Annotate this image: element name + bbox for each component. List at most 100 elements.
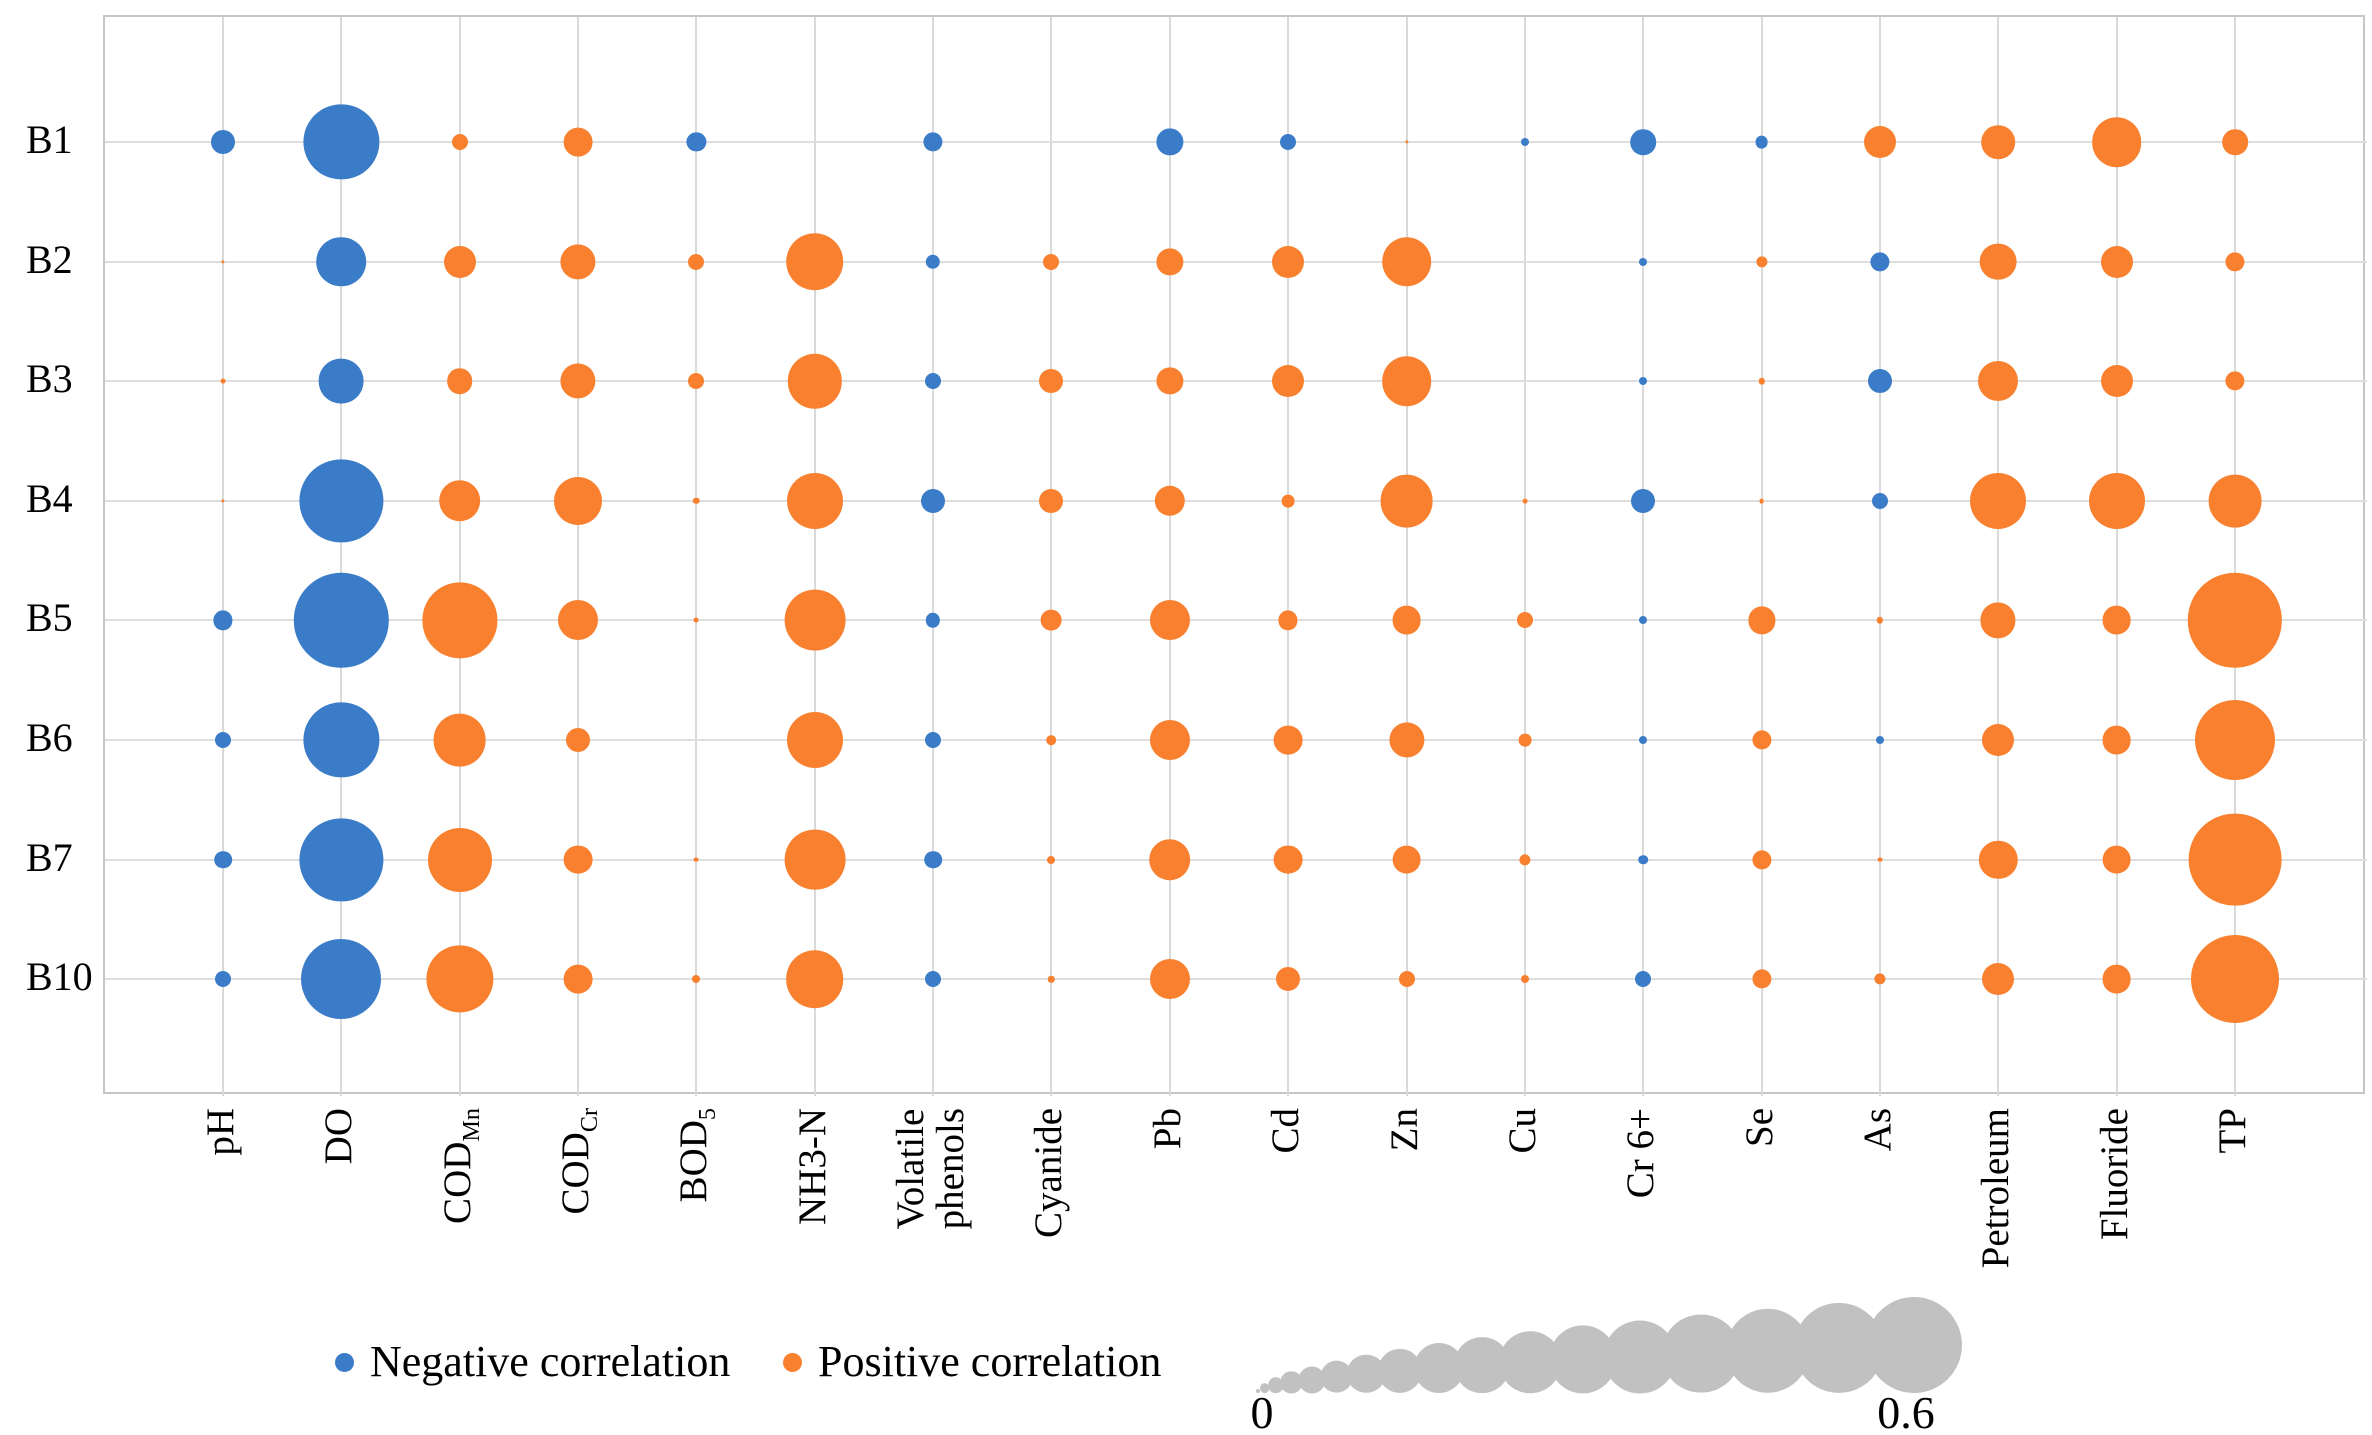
legend-item-negative: Negative correlation [335,1338,730,1386]
correlation-bubble-B3-CODMn [446,368,473,394]
column-label-Fluoride: Fluoride [2092,1108,2136,1241]
correlation-bubble-B6-Cr-6+ [1639,736,1648,744]
correlation-bubble-B2-NH3-N [785,232,844,291]
correlation-bubble-B5-NH3-N [784,589,846,651]
correlation-bubble-B7-Cyanide [1047,855,1056,864]
size-legend-circle [1259,1383,1270,1393]
correlation-bubble-B10-Pb [1149,959,1190,1000]
correlation-bubble-B4-Zn [1380,474,1433,528]
correlation-bubble-B3-Cd [1272,365,1305,398]
correlation-bubble-B5-pH [213,610,233,630]
correlation-bubble-B6-Volatile-phenols [925,732,942,748]
correlation-bubble-B7-Volatile-phenols [924,850,942,869]
size-legend-circle [1280,1371,1302,1393]
correlation-bubble-B2-Pb [1156,248,1184,276]
correlation-bubble-B7-Petroleum [1979,840,2018,879]
correlation-bubble-B10-Cyanide [1048,975,1055,983]
column-label-Cyanide: Cyanide [1027,1108,1071,1238]
row-label-B10: B10 [26,954,93,1000]
column-label-anchor-Cd: Cd [1264,1108,1312,1154]
column-label-Cd: Cd [1264,1108,1308,1154]
horizontal-gridline [105,380,2367,383]
correlation-bubble-B10-Fluoride [2102,964,2131,994]
column-label-CODMn: CODMn [435,1108,485,1224]
correlation-bubble-B10-CODCr [563,964,593,994]
column-label-anchor-Cyanide: Cyanide [1027,1108,1159,1238]
correlation-bubble-B6-NH3-N [786,712,843,768]
column-label-Volatile-phenols: Volatile phenols [889,1108,973,1230]
correlation-bubble-B5-BOD5 [693,617,699,623]
horizontal-gridline [105,141,2367,143]
correlation-bubble-B1-TP [2222,129,2248,155]
correlation-bubble-B2-Cyanide [1043,253,1060,270]
correlation-bubble-B3-As [1867,369,1892,394]
correlation-bubble-B5-Zn [1392,605,1421,635]
correlation-bubble-B6-Petroleum [1982,724,2015,756]
correlation-bubble-B5-Volatile-phenols [925,613,941,628]
correlation-bubble-B3-TP [2225,371,2245,391]
correlation-bubble-B6-TP [2194,700,2275,780]
vertical-gridline [222,17,224,1096]
correlation-bubble-B3-Cyanide [1039,369,1064,394]
correlation-bubble-B5-Fluoride [2102,605,2131,635]
correlation-bubble-B3-Zn [1381,356,1432,406]
correlation-bubble-B1-Cu [1520,138,1529,146]
correlation-bubble-B5-Cd [1278,610,1298,630]
column-label-TP: TP [2210,1108,2254,1154]
row-label-B2: B2 [26,236,73,282]
size-legend-circle [1866,1297,1962,1393]
correlation-bubble-B3-pH [220,378,226,384]
correlation-bubble-B1-As [1863,126,1896,158]
correlation-bubble-B4-Petroleum [1970,472,2027,529]
correlation-bubble-B4-NH3-N [786,472,843,529]
correlation-bubble-B7-As [1877,857,1883,862]
column-label-anchor-CODMn: CODMn [436,1108,554,1224]
correlation-bubble-B1-Pb [1156,128,1184,156]
correlation-bubble-B10-BOD5 [692,975,701,984]
correlation-bubble-B2-pH [221,260,225,264]
column-label-anchor-Cr-6+: Cr 6+ [1619,1108,1711,1198]
row-label-B3: B3 [26,356,73,402]
correlation-bubble-B1-Petroleum [1981,125,2016,159]
vertical-gridline [1878,17,1881,1096]
negative-legend-dot-icon [335,1352,354,1372]
correlation-bubble-B4-Cr-6+ [1631,488,1656,513]
correlation-bubble-B4-CODMn [438,480,481,522]
correlation-bubble-B1-Fluoride [2091,117,2142,167]
vertical-gridline [1168,17,1171,1096]
column-label-anchor-Cu: Cu [1501,1108,1549,1154]
correlation-bubble-B2-Cd [1272,245,1305,278]
column-label-anchor-TP: TP [2211,1108,2259,1154]
vertical-gridline [340,17,343,1096]
correlation-bubble-B1-CODMn [451,134,468,150]
column-label-Pb: Pb [1145,1108,1189,1150]
horizontal-gridline [105,978,2367,981]
correlation-bubble-B5-CODMn [422,582,498,658]
correlation-bubble-B3-DO [318,358,364,404]
correlation-bubble-B6-DO [303,702,379,778]
column-label-anchor-Volatile-phenols: Volatile phenols [889,1108,1012,1229]
correlation-bubble-B7-Pb [1149,838,1191,881]
correlation-bubble-B2-CODMn [443,245,476,278]
correlation-bubble-B5-Se [1747,606,1776,634]
horizontal-gridline [105,619,2367,622]
correlation-bubble-B6-Cd [1273,725,1303,755]
horizontal-gridline [105,499,2367,502]
positive-legend-label: Positive correlation [818,1337,1162,1386]
column-label-Petroleum: Petroleum [1974,1108,2018,1269]
size-legend-circle [1267,1377,1284,1393]
row-label-B6: B6 [26,715,73,760]
column-label-NH3-N: NH3-N [790,1108,834,1225]
correlation-bubble-B7-Se [1751,850,1772,870]
correlation-bubble-B3-Se [1758,377,1765,385]
horizontal-gridline [105,858,2367,861]
correlation-bubble-B1-DO [303,104,379,180]
plot-area [103,15,2367,1096]
vertical-gridline [1050,17,1053,1096]
correlation-bubble-B3-Pb [1156,367,1184,395]
correlation-bubble-B2-BOD5 [688,253,705,270]
column-label-As: As [1855,1108,1899,1152]
correlation-bubble-B2-Zn [1381,236,1432,287]
correlation-bubble-B10-TP [2190,935,2279,1024]
correlation-bubble-B3-Cr-6+ [1639,377,1648,386]
